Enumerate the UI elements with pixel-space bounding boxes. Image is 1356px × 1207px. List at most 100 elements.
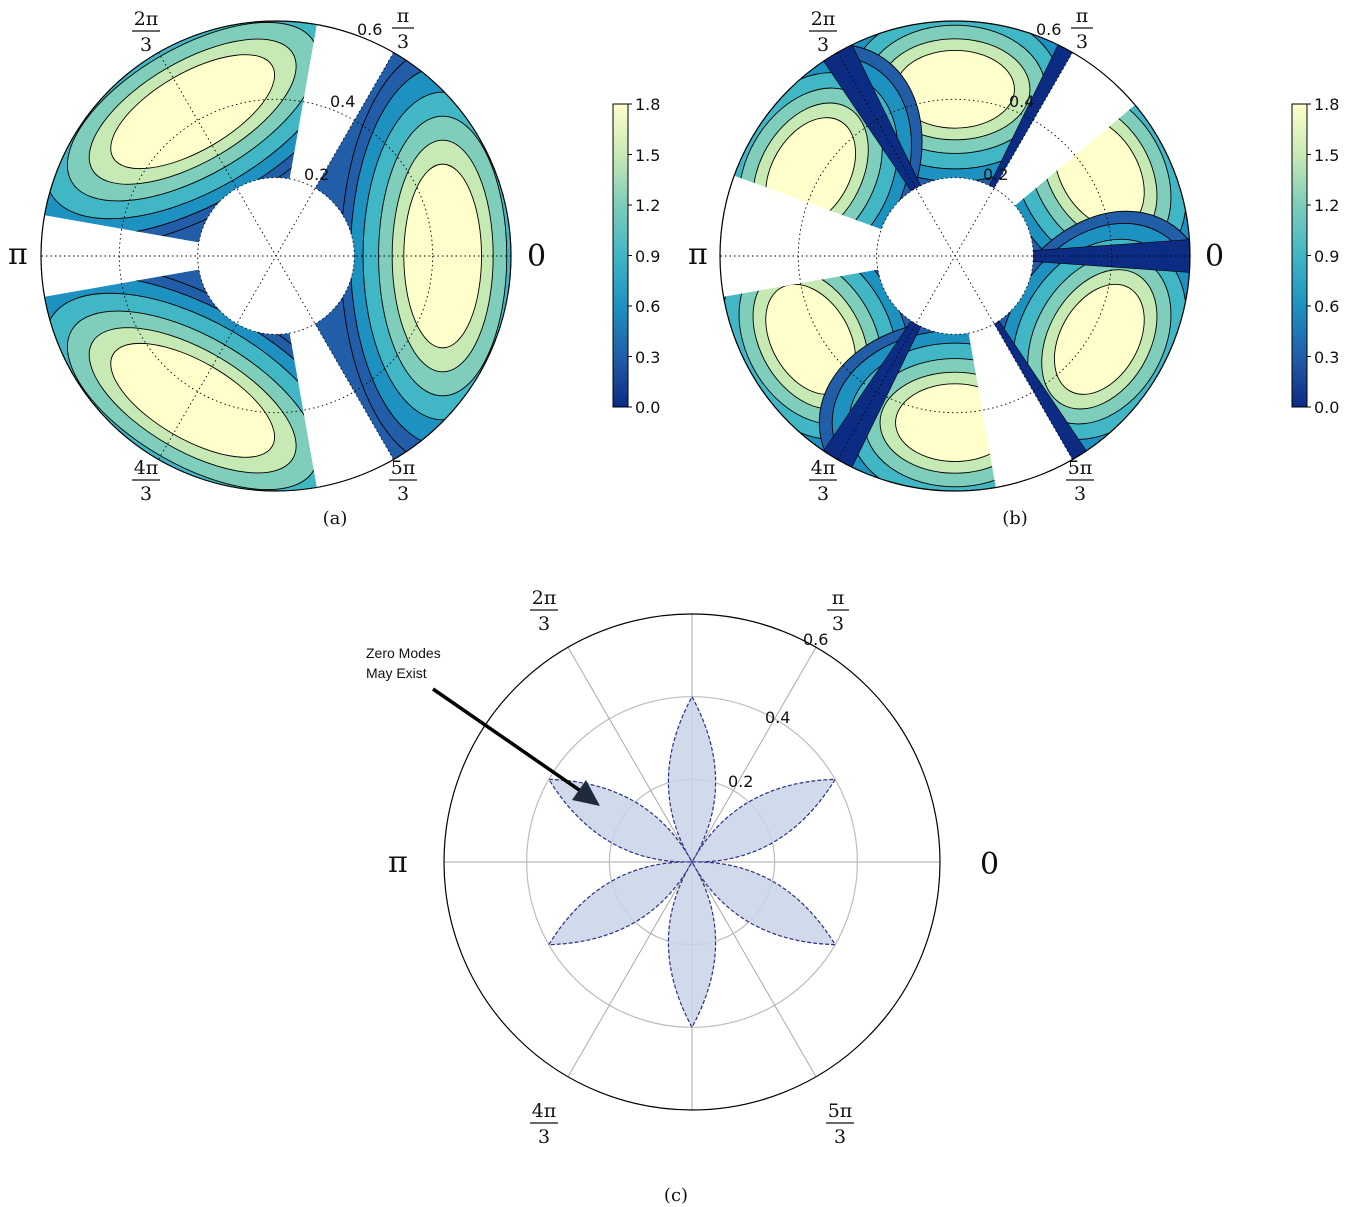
subplot-c-caption: (c)	[664, 1185, 688, 1206]
angular-gridline	[837, 52, 1073, 460]
svg-text:3: 3	[817, 34, 829, 56]
svg-text:5π: 5π	[1068, 457, 1093, 479]
subplot-a: 0.2 0.4 0.6 0 π π 3 2π 3 4π 3 5π 3 (a)	[8, 5, 660, 529]
svg-text:3: 3	[140, 483, 152, 505]
colorbar-b-tick-3: 0.9	[1314, 247, 1339, 266]
subplot-a-label-5pi-3: 5π 3	[389, 457, 417, 505]
subplot-b-label-5pi-3: 5π 3	[1066, 457, 1094, 505]
subplot-c-label-zero: 0	[980, 847, 999, 882]
svg-text:3: 3	[140, 34, 152, 56]
angular-gridline	[158, 52, 394, 460]
subplot-b-contours	[720, 21, 1190, 491]
svg-text:π: π	[397, 5, 410, 27]
svg-text:3: 3	[817, 483, 829, 505]
petal-1	[667, 695, 717, 864]
annotation-line-1: Zero Modes	[366, 645, 441, 661]
annotation-arrow-shaft	[432, 687, 586, 796]
subplot-a-label-4pi-3: 4π 3	[132, 457, 160, 505]
svg-text:5π: 5π	[391, 457, 416, 479]
colorbar-b-tick-5: 1.5	[1314, 146, 1339, 165]
petal-0	[690, 778, 837, 863]
subplot-a-rtick-0-6: 0.6	[357, 20, 382, 39]
subplot-b-grid	[719, 20, 1191, 492]
colorbar-a-tick-6: 1.8	[635, 95, 660, 114]
svg-text:4π: 4π	[134, 457, 159, 479]
colorbar-a-tick-3: 0.9	[635, 247, 660, 266]
annotation-line-2: May Exist	[366, 665, 427, 681]
subplot-a-label-2pi-3: 2π 3	[132, 8, 160, 56]
colorbar-b-tick-2: 0.6	[1314, 297, 1339, 316]
svg-text:3: 3	[1076, 31, 1088, 53]
subplot-a-caption: (a)	[323, 508, 348, 529]
svg-text:3: 3	[832, 613, 844, 635]
contour-blank-sector	[289, 323, 395, 490]
subplot-c-label-pi-3: π 3	[827, 587, 849, 635]
svg-text:3: 3	[1074, 483, 1086, 505]
subplot-c-label-5pi-3: 5π 3	[826, 1100, 854, 1148]
subplot-a-rtick-0-2: 0.2	[304, 165, 329, 184]
subplot-c-rtick-0-2: 0.2	[728, 772, 753, 791]
subplot-b-label-pi-3: π 3	[1071, 5, 1093, 53]
svg-text:5π: 5π	[828, 1100, 853, 1122]
colorbar-a-tick-1: 0.3	[635, 348, 660, 367]
subplot-c-petals	[547, 695, 837, 1029]
svg-text:2π: 2π	[134, 8, 159, 30]
svg-text:3: 3	[397, 483, 409, 505]
subplot-a-contours	[41, 21, 511, 491]
petal-4	[667, 860, 717, 1029]
petal-3	[547, 861, 694, 946]
colorbar-a-tick-4: 1.2	[635, 196, 660, 215]
svg-text:π: π	[1076, 5, 1089, 27]
svg-text:3: 3	[397, 31, 409, 53]
subplot-b-rtick-0-2: 0.2	[983, 165, 1008, 184]
svg-text:2π: 2π	[811, 8, 836, 30]
subplot-a-rtick-0-4: 0.4	[330, 92, 355, 111]
contour-blank-sector	[720, 174, 882, 298]
colorbar-b-tick-6: 1.8	[1314, 95, 1339, 114]
subplot-b-label-pi: π	[688, 237, 708, 272]
subplot-a-label-pi: π	[8, 237, 28, 272]
subplot-a-label-zero: 0	[527, 239, 546, 274]
subplot-a-colorbar: 0.0 0.3 0.6 0.9 1.2 1.5 1.8	[612, 95, 660, 417]
subplot-b-label-zero: 0	[1205, 239, 1224, 274]
svg-text:4π: 4π	[532, 1100, 557, 1122]
subplot-b: 0.2 0.4 0.6 0 π π 3 2π 3 4π 3 5π 3 (b)	[688, 5, 1339, 529]
radial-gridline	[197, 177, 355, 335]
contour-blank-sector	[994, 50, 1137, 206]
colorbar-b-tick-0: 0.0	[1314, 398, 1339, 417]
petal-5	[690, 861, 837, 946]
subplot-c: 0.2 0.4 0.6 0 π π 3 2π 3 4π 3 5π 3 Zero …	[366, 587, 999, 1206]
subplot-c-rtick-0-4: 0.4	[765, 708, 790, 727]
colorbar-b-tick-4: 1.2	[1314, 196, 1339, 215]
subplot-c-outer-ring	[443, 613, 941, 1111]
subplot-c-rtick-0-6: 0.6	[803, 630, 828, 649]
subplot-c-annotation: Zero Modes May Exist	[366, 645, 600, 806]
subplot-c-label-pi: π	[388, 845, 408, 880]
contour-blank-sector	[968, 323, 1074, 490]
svg-text:3: 3	[834, 1126, 846, 1148]
colorbar-a-tick-5: 1.5	[635, 146, 660, 165]
subplot-b-rtick-0-6: 0.6	[1036, 20, 1061, 39]
svg-text:2π: 2π	[532, 587, 557, 609]
subplot-a-grid	[40, 20, 512, 492]
contour-blank-sector	[289, 22, 395, 189]
subplot-c-label-4pi-3: 4π 3	[530, 1100, 558, 1148]
subplot-b-colorbar: 0.0 0.3 0.6 0.9 1.2 1.5 1.8	[1291, 95, 1339, 417]
radial-gridline	[876, 177, 1034, 335]
subplot-b-rtick-0-4: 0.4	[1009, 92, 1034, 111]
svg-text:4π: 4π	[811, 457, 836, 479]
colorbar-a-tick-0: 0.0	[635, 398, 660, 417]
svg-text:3: 3	[538, 1126, 550, 1148]
subplot-c-label-2pi-3: 2π 3	[530, 587, 558, 635]
colorbar-a-tick-2: 0.6	[635, 297, 660, 316]
svg-text:π: π	[832, 587, 845, 609]
subplot-b-caption: (b)	[1002, 508, 1028, 529]
subplot-b-label-2pi-3: 2π 3	[809, 8, 837, 56]
svg-text:3: 3	[538, 613, 550, 635]
subplot-a-label-pi-3: π 3	[392, 5, 414, 53]
subplot-b-label-4pi-3: 4π 3	[809, 457, 837, 505]
colorbar-b-tick-1: 0.3	[1314, 348, 1339, 367]
contour-level-5	[1053, 283, 1145, 395]
annotation-arrow-head	[572, 780, 600, 806]
